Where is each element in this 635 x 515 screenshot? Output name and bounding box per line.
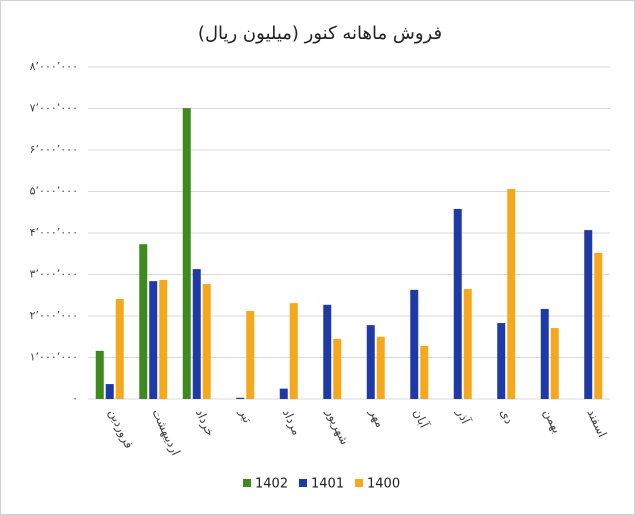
y-tick-label: ۴٬۰۰۰٬۰۰۰: [30, 226, 78, 239]
x-tick-label: دی: [497, 407, 516, 426]
bar: [182, 108, 191, 400]
bar: [115, 298, 124, 399]
legend-marker: [243, 479, 251, 487]
y-tick-label: ۱٬۰۰۰٬۰۰۰: [30, 351, 78, 364]
bar: [279, 388, 288, 399]
bar: [236, 397, 245, 399]
bar: [192, 269, 201, 399]
y-tick-label: ۷٬۰۰۰٬۰۰۰: [30, 102, 78, 115]
y-tick-label: ۵٬۰۰۰٬۰۰۰: [30, 185, 78, 198]
bar: [105, 384, 114, 399]
bar: [497, 323, 506, 399]
legend-label: 1402: [255, 477, 288, 492]
bar: [594, 252, 603, 399]
bar: [584, 230, 593, 399]
bar: [246, 311, 255, 399]
bar: [289, 303, 298, 399]
y-tick-label: ۶٬۰۰۰٬۰۰۰: [30, 143, 78, 156]
bar: [410, 289, 419, 399]
bar: [159, 279, 168, 399]
bar: [453, 208, 462, 399]
bar: [463, 289, 472, 399]
legend-marker: [355, 479, 363, 487]
bar: [507, 189, 516, 399]
y-tick-label: ۰: [72, 392, 78, 405]
y-tick-label: ۸٬۰۰۰٬۰۰۰: [30, 60, 78, 73]
bar: [333, 338, 342, 399]
bar: [95, 350, 104, 399]
bar: [323, 304, 332, 399]
bar: [202, 284, 211, 399]
y-tick-label: ۳٬۰۰۰٬۰۰۰: [30, 268, 78, 281]
bar: [366, 325, 375, 399]
bar: [376, 336, 385, 399]
bar: [139, 244, 148, 399]
legend-marker: [299, 479, 307, 487]
legend-label: 1400: [367, 477, 400, 492]
bar: [149, 281, 158, 399]
bar: [420, 345, 429, 399]
legend-label: 1401: [311, 477, 344, 492]
bar: [540, 308, 549, 399]
chart-title: فروش ماهانه کنور (میلیون ریال): [198, 23, 442, 44]
bar: [550, 328, 559, 399]
y-tick-label: ۲٬۰۰۰٬۰۰۰: [30, 309, 78, 322]
